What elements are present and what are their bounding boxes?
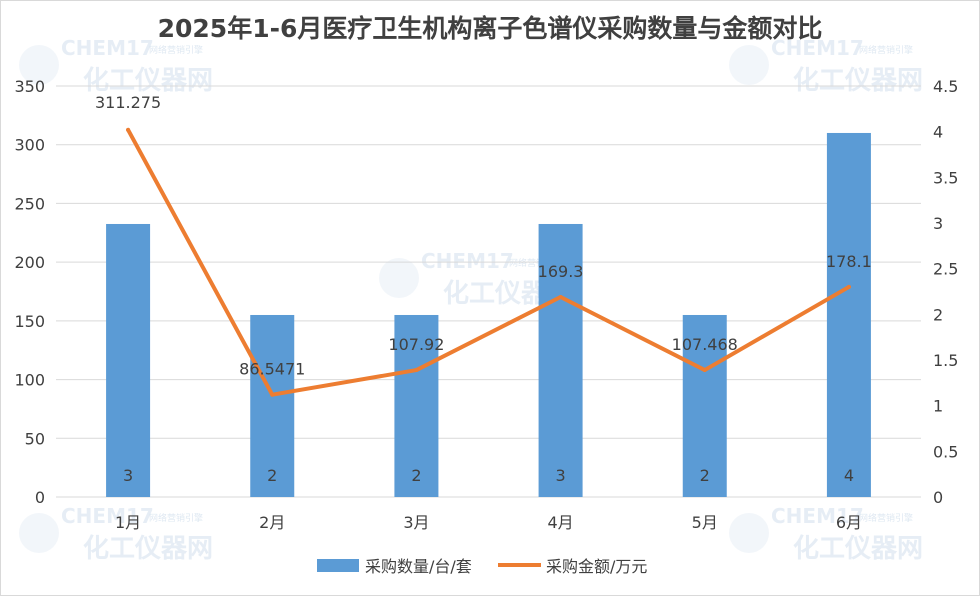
line-point <box>270 392 275 397</box>
x-axis-category-label: 3月 <box>403 513 429 532</box>
watermark-name: 化工仪器网 <box>83 66 213 96</box>
chart-title: 2025年1-6月医疗卫生机构离子色谱仪采购数量与金额对比 <box>157 14 823 43</box>
x-axis-category-label: 6月 <box>836 513 862 532</box>
line-point <box>126 127 131 132</box>
watermark-brand: CHEM17 <box>61 504 154 528</box>
left-axis-tick-label: 250 <box>14 194 45 213</box>
right-axis-tick-label: 1.5 <box>933 351 958 370</box>
left-axis-tick-label: 350 <box>14 77 45 96</box>
right-axis-tick-label: 2.5 <box>933 260 958 279</box>
x-axis-category-label: 1月 <box>115 513 141 532</box>
line-data-label: 107.468 <box>672 335 738 354</box>
legend-bar-swatch <box>317 559 359 572</box>
left-axis-tick-label: 50 <box>25 429 45 448</box>
line-point <box>558 294 563 299</box>
right-axis-tick-label: 3.5 <box>933 168 958 187</box>
watermark-logo-icon <box>19 45 59 85</box>
watermark-name: 化工仪器网 <box>793 534 923 564</box>
bar <box>250 314 295 497</box>
line-data-label: 311.275 <box>95 93 161 112</box>
line-point <box>846 284 851 289</box>
right-axis-tick-label: 0 <box>933 488 943 507</box>
legend-bar-label: 采购数量/台/套 <box>365 557 472 576</box>
bar-data-label: 2 <box>700 466 710 485</box>
right-axis-tick-label: 4 <box>933 123 943 142</box>
watermark-name: 化工仪器网 <box>793 66 923 96</box>
right-axis-tick-label: 3 <box>933 214 943 233</box>
line-data-label: 107.92 <box>388 335 444 354</box>
watermark-brand: CHEM17 <box>771 504 864 528</box>
left-axis-tick-label: 100 <box>14 371 45 390</box>
bar-data-label: 4 <box>844 466 854 485</box>
bar <box>538 223 583 497</box>
left-axis-tick-label: 150 <box>14 312 45 331</box>
bar <box>394 314 439 497</box>
bar-data-label: 2 <box>411 466 421 485</box>
watermark-logo-icon <box>379 258 419 298</box>
line-data-label: 178.1 <box>826 252 872 271</box>
bar-data-label: 2 <box>267 466 277 485</box>
watermark-name: 化工仪器网 <box>83 534 213 564</box>
x-axis-category-label: 2月 <box>259 513 285 532</box>
x-axis-category-label: 4月 <box>547 513 573 532</box>
left-axis-tick-label: 300 <box>14 136 45 155</box>
legend-line-label: 采购金额/万元 <box>546 557 647 576</box>
right-axis-tick-label: 0.5 <box>933 442 958 461</box>
bar <box>682 314 727 497</box>
bar-data-label: 3 <box>555 466 565 485</box>
left-axis-tick-label: 0 <box>35 488 45 507</box>
watermark-brand: CHEM17 <box>61 36 154 60</box>
bar-data-label: 3 <box>123 466 133 485</box>
watermark-tagline: 网络营销引擎 <box>149 512 203 524</box>
right-axis-tick-label: 4.5 <box>933 77 958 96</box>
bar <box>106 223 151 497</box>
line-data-label: 86.5471 <box>239 360 305 379</box>
watermark-tagline: 网络营销引擎 <box>859 44 913 56</box>
x-axis-category-label: 5月 <box>692 513 718 532</box>
line-point <box>414 368 419 373</box>
watermark-brand: CHEM17 <box>771 36 864 60</box>
left-axis-tick-label: 200 <box>14 253 45 272</box>
line-series-amount <box>126 127 851 397</box>
line-data-label: 169.3 <box>538 262 584 281</box>
watermark-logo-icon <box>19 513 59 553</box>
watermark-tagline: 网络营销引擎 <box>149 44 203 56</box>
watermark-tagline: 网络营销引擎 <box>859 512 913 524</box>
right-axis-tick-label: 2 <box>933 305 943 324</box>
watermark-logo-icon <box>729 513 769 553</box>
watermark-logo-icon <box>729 45 769 85</box>
line-point <box>702 368 707 373</box>
bar <box>826 132 871 497</box>
watermark-brand: CHEM17 <box>421 249 514 273</box>
right-axis-tick-label: 1 <box>933 397 943 416</box>
